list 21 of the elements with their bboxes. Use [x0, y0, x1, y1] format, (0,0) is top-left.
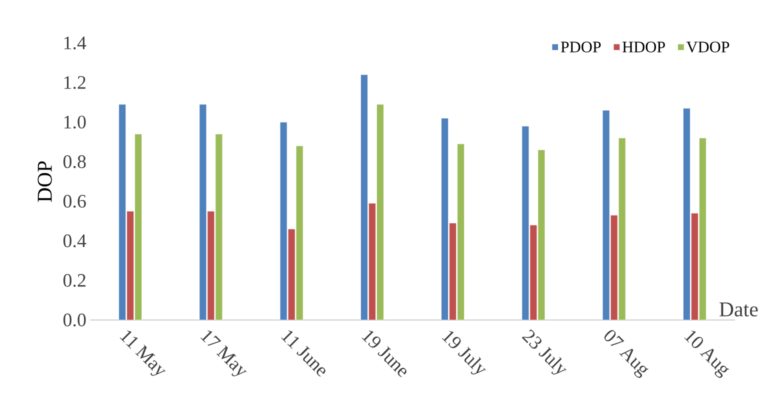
y-tick-label: 0.8	[63, 155, 86, 168]
y-tick-label: 0.6	[63, 194, 86, 208]
x-tick-label: 19 July	[442, 330, 486, 374]
x-tick-label: 07 Aug	[604, 330, 648, 378]
x-tick-label: 23 July	[522, 329, 567, 374]
y-tick-label: 1.4	[64, 36, 86, 50]
y-tick-label: 0.0	[63, 314, 86, 326]
y-tick-label: 1.2	[64, 76, 86, 89]
x-axis-title: Date	[719, 302, 758, 316]
legend-label: VDOP	[686, 42, 730, 52]
y-tick-label: 0.2	[63, 274, 86, 287]
y-tick-label: 1.0	[64, 116, 86, 129]
x-tick-label: 17 May	[200, 330, 247, 376]
y-tick-label: 0.4	[63, 234, 86, 248]
legend-label: PDOP	[560, 42, 601, 52]
y-axis-title: DOP	[38, 161, 52, 202]
legend-label: HDOP	[622, 42, 665, 52]
x-tick-label: 10 Aug	[684, 330, 729, 378]
x-tick-label: 11 May	[120, 330, 166, 376]
x-tick-label: 11 June	[281, 330, 326, 377]
x-tick-label: 19 June	[362, 330, 406, 378]
